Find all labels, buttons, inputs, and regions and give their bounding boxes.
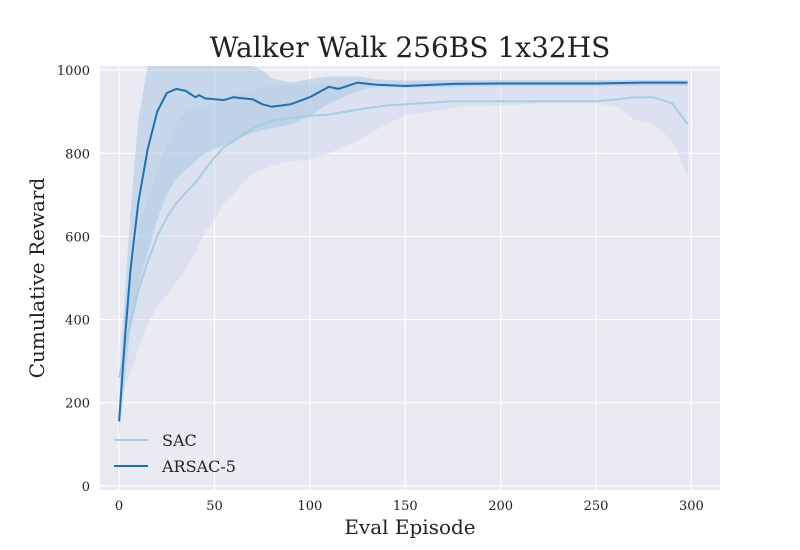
- x-tick-label: 0: [115, 499, 123, 514]
- line-series-1: [118, 96, 689, 379]
- x-tick-label: 250: [584, 499, 609, 514]
- grid-lines: [100, 66, 720, 490]
- x-tick-label: 100: [297, 499, 322, 514]
- line-series-2: [118, 81, 688, 422]
- y-tick-label: 1000: [57, 64, 90, 79]
- legend-label: ARSAC-5: [161, 457, 236, 476]
- y-tick-label: 800: [65, 147, 90, 162]
- series-lines: [118, 81, 689, 422]
- chart-title: Walker Walk 256BS 1x32HS: [210, 31, 611, 64]
- x-axis-label: Eval Episode: [344, 515, 475, 539]
- x-tick-labels: 0 50 100 150 200 250 300: [115, 499, 704, 514]
- band-series-2: [119, 66, 688, 436]
- x-tick-label: 50: [206, 499, 223, 514]
- plot-area: [100, 66, 720, 490]
- y-tick-label: 0: [82, 480, 90, 495]
- y-tick-label: 400: [65, 314, 90, 329]
- legend-label: SAC: [162, 431, 197, 450]
- x-tick-label: 200: [488, 499, 513, 514]
- confidence-bands: [119, 66, 688, 436]
- band-series-1: [119, 80, 688, 403]
- x-tick-label: 150: [393, 499, 418, 514]
- y-tick-labels: 0 200 400 600 800 1000: [57, 64, 90, 495]
- y-axis-label: Cumulative Reward: [25, 178, 49, 379]
- y-tick-label: 600: [65, 230, 90, 245]
- legend: SAC ARSAC-5: [114, 431, 236, 476]
- y-tick-label: 200: [65, 397, 90, 412]
- x-tick-label: 300: [679, 499, 704, 514]
